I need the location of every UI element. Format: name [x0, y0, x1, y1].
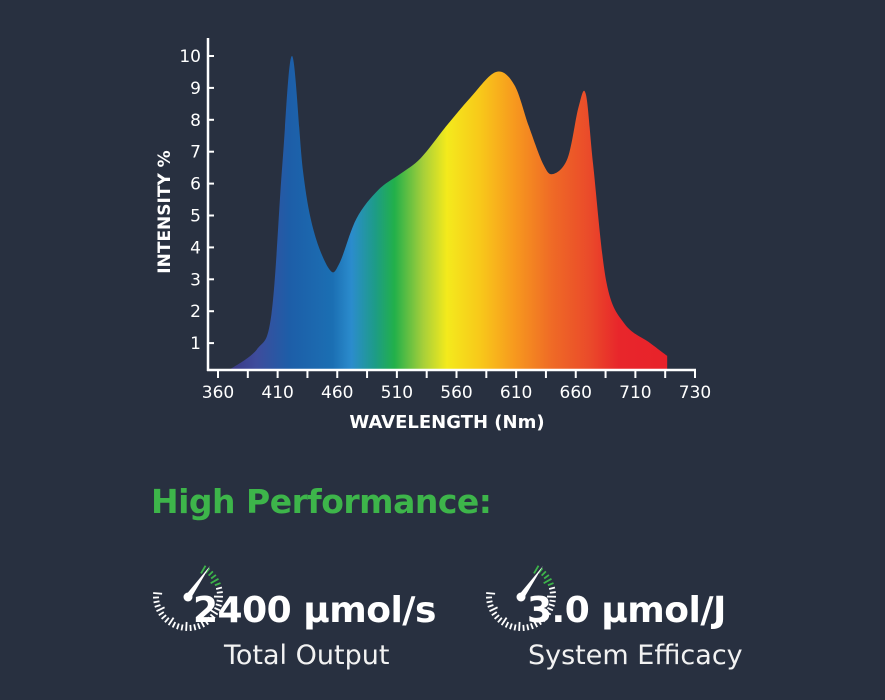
stat-label: Total Output [224, 640, 390, 671]
gauge-tick [199, 618, 205, 628]
gauge-tick [509, 623, 513, 630]
gauge-tick [536, 619, 542, 626]
gauge-tick [494, 614, 500, 620]
gauge-tick [207, 570, 214, 577]
gauge-tick [154, 604, 161, 608]
gauge-tick [540, 570, 547, 577]
gauge-tick [158, 611, 165, 617]
gauge-tick [210, 578, 219, 585]
gauge-needle [518, 566, 543, 598]
y-tick-label: 8 [190, 111, 201, 131]
gauge-tick [205, 567, 211, 574]
gauge-needle [185, 566, 210, 598]
gauge-tick [547, 607, 554, 612]
gauge-tick [487, 604, 494, 608]
gauge-tick [542, 613, 549, 619]
gauge-tick [167, 617, 175, 626]
gauge-tick [549, 591, 556, 594]
gauge-tick [197, 622, 201, 630]
gauge-tick [200, 565, 207, 574]
y-tick-label: 9 [190, 79, 201, 99]
gauge-tick [530, 622, 534, 630]
gauge-tick [540, 616, 546, 623]
gauge-tick [547, 582, 554, 587]
gauge-tick [209, 613, 216, 619]
gauge-tick [500, 617, 508, 626]
gauge-tick [538, 567, 544, 574]
gauge-tick [153, 600, 160, 604]
gauge-tick [215, 603, 222, 607]
gauge-tick [513, 624, 517, 631]
gauge-tick [526, 624, 530, 631]
gauge-tick [548, 603, 555, 607]
gauge-tick [210, 574, 217, 580]
x-tick-label: 710 [619, 383, 651, 403]
gauge-tick [489, 606, 498, 612]
gauge-hub [516, 592, 526, 602]
gauge-tick [543, 578, 552, 585]
gauge-tick [486, 600, 493, 604]
y-tick-label: 7 [190, 143, 201, 163]
gauge-tick [533, 565, 540, 574]
stat-label: System Efficacy [528, 640, 743, 671]
gauge-tick [176, 623, 180, 630]
gauge-tick [548, 586, 556, 590]
y-tick-label: 5 [190, 207, 201, 227]
gauge-tick [153, 592, 163, 595]
gauge-tick [180, 624, 184, 631]
gauge-tick [214, 582, 221, 587]
gauge-tick [215, 586, 223, 590]
gauge-tick [207, 616, 213, 623]
gauge-tick [216, 599, 223, 603]
y-tick-label: 3 [190, 270, 201, 290]
gauge-tick [216, 591, 223, 594]
gauge-tick [164, 617, 170, 623]
x-tick-label: 610 [500, 383, 532, 403]
performance-title: High Performance: [151, 482, 492, 521]
stat-value: 3.0 µmol/J [527, 590, 726, 631]
gauge-tick [214, 607, 221, 612]
y-tick-label: 2 [190, 302, 201, 322]
y-axis-label: INTENSITY % [155, 150, 175, 273]
y-tick-label: 10 [179, 47, 201, 67]
gauge-tick [543, 574, 550, 580]
y-tick-label: 6 [190, 175, 201, 195]
x-tick-label: 560 [440, 383, 472, 403]
gauge-tick [209, 608, 219, 616]
x-axis-label: WAVELENGTH (Nm) [349, 412, 544, 433]
gauge-tick [542, 608, 552, 616]
gauge-tick [486, 592, 496, 595]
gauge-icon [485, 565, 557, 631]
gauge-tick [203, 619, 209, 626]
x-tick-label: 360 [202, 383, 234, 403]
gauge-hub [183, 592, 193, 602]
x-tick-label: 460 [321, 383, 353, 403]
x-tick-label: 660 [560, 383, 592, 403]
gauge-tick [156, 606, 165, 612]
gauge-tick [497, 617, 503, 623]
spectrum-chart: 1 2 3 4 5 6 7 8 9 10 360 410 460 510 560 610 660 710 730 I… [155, 38, 711, 433]
x-tick-label: 410 [261, 383, 293, 403]
gauge-tick [504, 621, 510, 628]
gauge-tick [171, 621, 177, 628]
gauge-tick [161, 614, 167, 620]
gauge-tick [193, 624, 197, 631]
y-tick-label: 4 [190, 238, 201, 258]
spectrum-area [228, 55, 668, 370]
gauge-icon [152, 565, 224, 631]
x-tick-label: 510 [381, 383, 413, 403]
gauge-tick [532, 618, 538, 628]
gauge-tick [491, 611, 498, 617]
stat-value: 2400 µmol/s [193, 590, 436, 631]
gauge-tick [549, 599, 556, 603]
x-tick-label: 730 [679, 383, 711, 403]
y-tick-label: 1 [190, 334, 201, 354]
